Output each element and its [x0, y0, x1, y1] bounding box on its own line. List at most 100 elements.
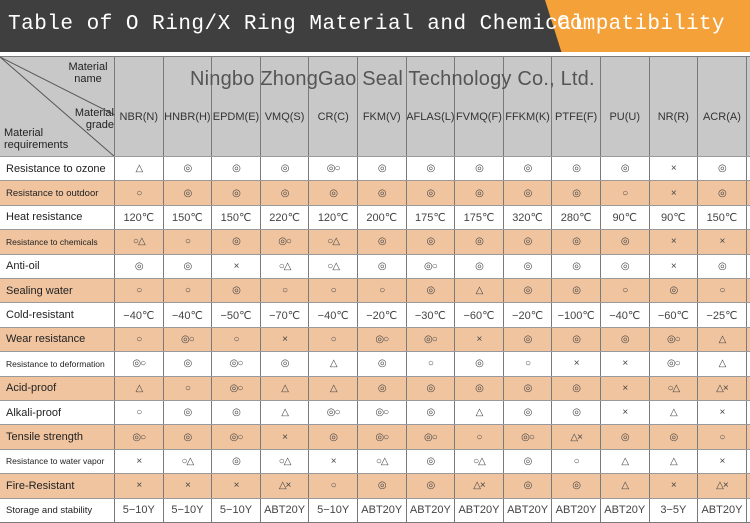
table-cell: ◎ — [455, 352, 504, 376]
table-cell: ◎○ — [212, 376, 261, 400]
table-cell: ◎ — [552, 376, 601, 400]
table-cell: × — [650, 157, 699, 181]
table-cell: ○ — [164, 376, 213, 400]
table-cell: 150℃ — [698, 205, 747, 230]
table-row: Heat resistance 120℃ 150℃ 150℃ 220℃ 120℃ 200℃ 1… — [0, 204, 750, 230]
table-cell: ◎ — [358, 157, 407, 181]
table-cell: ◎ — [164, 157, 213, 181]
column-header: FVMQ(F) — [455, 57, 504, 156]
table-cell: ◎○ — [407, 327, 456, 352]
table-cell: −100℃ — [552, 303, 601, 327]
table-cell: 120℃ — [309, 205, 358, 230]
table-cell: ◎ — [164, 425, 213, 449]
table-cell: ◎ — [358, 230, 407, 254]
table-cell: ◎ — [407, 230, 456, 254]
table-cell: △× — [552, 425, 601, 449]
table-cell: △ — [309, 376, 358, 400]
row-label: Storage and stability — [0, 498, 115, 522]
table-row: Resistance to water vapor × ○△ ◎ ○△ × ○△ ◎ ○△ ◎ ○ △… — [0, 448, 750, 474]
table-cell: ○ — [115, 401, 164, 425]
table-cell: × — [601, 401, 650, 425]
table-cell: ◎ — [358, 181, 407, 205]
table-cell: △ — [261, 376, 310, 400]
table-cell: ○△ — [115, 230, 164, 254]
table-cell: ABT20Y — [552, 498, 601, 522]
table-cell: 280℃ — [552, 205, 601, 230]
table-cell: × — [698, 401, 747, 425]
table-cell: ○ — [164, 279, 213, 303]
table-row: Cold-resistant −40℃ −40℃ −50℃ −70℃ −40℃ −20℃ −3… — [0, 302, 750, 327]
table-cell: ◎○ — [650, 327, 699, 352]
row-label: Heat resistance — [0, 205, 115, 230]
table-cell: ◎ — [455, 181, 504, 205]
table-cell: 150℃ — [164, 205, 213, 230]
table-cell: 120℃ — [115, 205, 164, 230]
table-cell: 175℃ — [455, 205, 504, 230]
column-header: ACR(A) — [698, 57, 747, 156]
table-row: Resistance to outdoor ○ ◎ ◎ ◎ ◎ ◎ ◎ ◎ ◎ ◎ ○ × ◎ — [0, 180, 750, 205]
table-cell: −40℃ — [601, 303, 650, 327]
table-cell: ◎ — [407, 449, 456, 474]
table-cell: × — [212, 254, 261, 278]
table-cell: ◎○ — [115, 352, 164, 376]
table-cell: 3−5Y — [650, 498, 699, 522]
table-cell: × — [115, 474, 164, 498]
table-cell: △ — [115, 376, 164, 400]
table-cell: ◎ — [115, 254, 164, 278]
table-cell: △ — [115, 157, 164, 181]
column-header: EPDM(E) — [212, 57, 261, 156]
table-cell: ◎ — [455, 254, 504, 278]
table-row: Fire-Resistant × × × △× ○ ◎ ◎ △× ◎ ◎ △ × △× — [0, 473, 750, 498]
table-cell: ◎ — [552, 254, 601, 278]
table-row: Sealing water ○ ○ ◎ ○ ○ ○ ◎ △ ◎ ◎ ○ ◎ ○ — [0, 278, 750, 303]
table-cell: ◎ — [358, 376, 407, 400]
table-cell: ○△ — [650, 376, 699, 400]
column-header: PU(U) — [601, 57, 650, 156]
table-cell: ◎ — [552, 157, 601, 181]
table-cell: ◎ — [164, 401, 213, 425]
table-cell: −50℃ — [212, 303, 261, 327]
row-label: Alkali-proof — [0, 401, 115, 425]
table-cell: ABT20Y — [601, 498, 650, 522]
table-cell: ◎○ — [358, 401, 407, 425]
table-row: Storage and stability 5−10Y 5−10Y 5−10Y ABT2… — [0, 497, 750, 522]
table-cell: ◎ — [552, 474, 601, 498]
table-cell: ◎ — [455, 157, 504, 181]
table-cell: 200℃ — [358, 205, 407, 230]
row-label: Resistance to ozone — [0, 157, 115, 181]
table-cell: ◎○ — [407, 254, 456, 278]
table-cell: 320℃ — [504, 205, 553, 230]
table-cell: ○△ — [164, 449, 213, 474]
table-cell: ◎ — [309, 181, 358, 205]
table-cell: ○ — [309, 474, 358, 498]
table-cell: ◎ — [212, 449, 261, 474]
table-cell: ◎ — [698, 181, 747, 205]
table-cell: △× — [698, 376, 747, 400]
table-cell: △× — [455, 474, 504, 498]
column-header: FFKM(K) — [504, 57, 553, 156]
table-cell: × — [115, 449, 164, 474]
table-cell: △ — [455, 401, 504, 425]
table-row: Tensile strength ◎○ ◎ ◎○ × ◎ ◎○ ◎○ ○ ◎○ △× ◎ ◎ ○ — [0, 424, 750, 449]
table-cell: ◎○ — [164, 327, 213, 352]
table-cell: ◎ — [601, 327, 650, 352]
table-cell: 90℃ — [601, 205, 650, 230]
table-cell: ○ — [601, 181, 650, 205]
row-label: Fire-Resistant — [0, 474, 115, 498]
table-cell: ○ — [504, 352, 553, 376]
table-cell: ◎ — [455, 230, 504, 254]
table-cell: −60℃ — [650, 303, 699, 327]
table-cell: 90℃ — [650, 205, 699, 230]
table-cell: ◎ — [309, 425, 358, 449]
table-cell: ABT20Y — [455, 498, 504, 522]
table-cell: × — [650, 181, 699, 205]
table-cell: −20℃ — [358, 303, 407, 327]
column-header: AFLAS(L) — [407, 57, 456, 156]
table-cell: ◎ — [698, 254, 747, 278]
table-cell: ◎○ — [650, 352, 699, 376]
table-cell: ○ — [358, 279, 407, 303]
table-cell: ◎ — [504, 157, 553, 181]
table-cell: ◎ — [261, 157, 310, 181]
table-cell: ○ — [164, 230, 213, 254]
table-cell: ○ — [698, 425, 747, 449]
